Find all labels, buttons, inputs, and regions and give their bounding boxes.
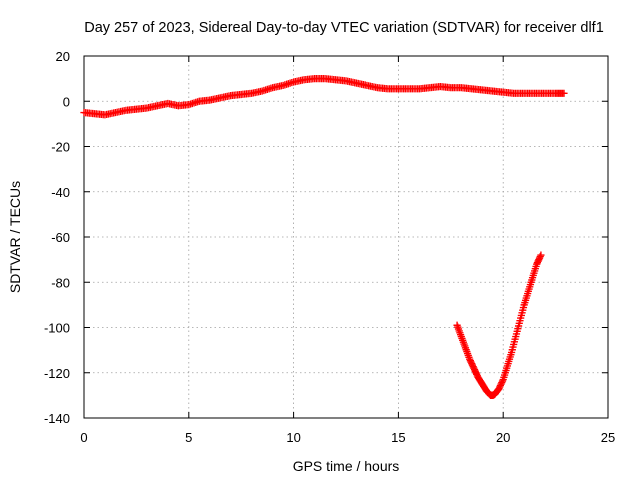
- y-tick-label: 0: [63, 94, 70, 109]
- data-point: [537, 251, 545, 259]
- y-tick-label: -40: [51, 185, 70, 200]
- series-0: [80, 75, 568, 119]
- y-tick-label: -140: [44, 411, 70, 426]
- data-points: [80, 75, 568, 399]
- x-tick-labels: 0 5 10 15 20 25: [80, 430, 615, 445]
- x-tick-label: 5: [185, 430, 192, 445]
- ticks: [83, 55, 609, 419]
- x-tick-label: 25: [601, 430, 615, 445]
- data-point: [560, 89, 568, 97]
- chart-title: Day 257 of 2023, Sidereal Day-to-day VTE…: [84, 20, 604, 36]
- y-tick-labels: 20 0 -20 -40 -60 -80 -100 -120 -140: [44, 49, 70, 426]
- x-axis-label: GPS time / hours: [293, 458, 400, 474]
- y-tick-label: -20: [51, 140, 70, 155]
- x-tick-label: 15: [391, 430, 405, 445]
- y-tick-label: -80: [51, 275, 70, 290]
- y-axis-label: SDTVAR / TECUs: [7, 181, 23, 293]
- grid: [84, 56, 608, 418]
- y-tick-label: -60: [51, 230, 70, 245]
- y-tick-label: 20: [56, 49, 70, 64]
- x-tick-label: 20: [496, 430, 510, 445]
- x-tick-label: 10: [286, 430, 300, 445]
- series-1: [453, 251, 545, 399]
- y-tick-label: -120: [44, 366, 70, 381]
- y-tick-label: -100: [44, 321, 70, 336]
- x-tick-label: 0: [80, 430, 87, 445]
